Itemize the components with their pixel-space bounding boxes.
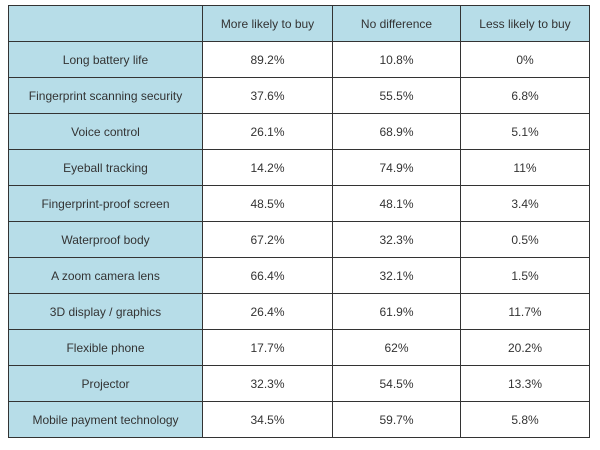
row-label: Voice control: [8, 113, 203, 150]
table-row: 3D display / graphics 26.4% 61.9% 11.7%: [8, 293, 590, 330]
table-cell: 5.1%: [460, 113, 590, 150]
table-cell: 0%: [460, 41, 590, 78]
table-row: Flexible phone 17.7% 62% 20.2%: [8, 329, 590, 366]
table-cell: 55.5%: [332, 77, 461, 114]
table-cell: 34.5%: [202, 401, 333, 438]
table-row: Eyeball tracking 14.2% 74.9% 11%: [8, 149, 590, 186]
table-cell: 13.3%: [460, 365, 590, 402]
row-label: Flexible phone: [8, 329, 203, 366]
table-cell: 68.9%: [332, 113, 461, 150]
table-row: Projector 32.3% 54.5% 13.3%: [8, 365, 590, 402]
table-cell: 62%: [332, 329, 461, 366]
table-cell: 6.8%: [460, 77, 590, 114]
table-row: Fingerprint-proof screen 48.5% 48.1% 3.4%: [8, 185, 590, 222]
column-header: Less likely to buy: [460, 5, 590, 42]
table-cell: 11.7%: [460, 293, 590, 330]
row-label: A zoom camera lens: [8, 257, 203, 294]
table-row: Voice control 26.1% 68.9% 5.1%: [8, 113, 590, 150]
table-cell: 32.3%: [202, 365, 333, 402]
table-cell: 14.2%: [202, 149, 333, 186]
header-row: More likely to buy No difference Less like…: [8, 5, 590, 42]
table-cell: 1.5%: [460, 257, 590, 294]
table-cell: 17.7%: [202, 329, 333, 366]
column-header: More likely to buy: [202, 5, 333, 42]
row-label: 3D display / graphics: [8, 293, 203, 330]
table-cell: 48.5%: [202, 185, 333, 222]
table-cell: 74.9%: [332, 149, 461, 186]
table-row: A zoom camera lens 66.4% 32.1% 1.5%: [8, 257, 590, 294]
table-cell: 54.5%: [332, 365, 461, 402]
table-row: Fingerprint scanning security 37.6% 55.5% 6…: [8, 77, 590, 114]
table-cell: 37.6%: [202, 77, 333, 114]
table-row: Long battery life 89.2% 10.8% 0%: [8, 41, 590, 78]
table-cell: 67.2%: [202, 221, 333, 258]
table-cell: 32.3%: [332, 221, 461, 258]
table-row: Mobile payment technology 34.5% 59.7% 5.8%: [8, 401, 590, 438]
row-label: Mobile payment technology: [8, 401, 203, 438]
row-label: Projector: [8, 365, 203, 402]
table-cell: 3.4%: [460, 185, 590, 222]
row-label: Fingerprint-proof screen: [8, 185, 203, 222]
row-label: Eyeball tracking: [8, 149, 203, 186]
row-label: Long battery life: [8, 41, 203, 78]
table-row: Waterproof body 67.2% 32.3% 0.5%: [8, 221, 590, 258]
table-cell: 26.1%: [202, 113, 333, 150]
column-header: No difference: [332, 5, 461, 42]
table-cell: 26.4%: [202, 293, 333, 330]
column-header: [8, 5, 203, 42]
survey-table: More likely to buy No difference Less like…: [8, 5, 590, 438]
table-cell: 11%: [460, 149, 590, 186]
table-cell: 48.1%: [332, 185, 461, 222]
table-cell: 0.5%: [460, 221, 590, 258]
table-cell: 89.2%: [202, 41, 333, 78]
table-cell: 20.2%: [460, 329, 590, 366]
table-cell: 61.9%: [332, 293, 461, 330]
row-label: Waterproof body: [8, 221, 203, 258]
row-label: Fingerprint scanning security: [8, 77, 203, 114]
table-cell: 66.4%: [202, 257, 333, 294]
table-cell: 10.8%: [332, 41, 461, 78]
table-cell: 59.7%: [332, 401, 461, 438]
table-cell: 5.8%: [460, 401, 590, 438]
table-cell: 32.1%: [332, 257, 461, 294]
